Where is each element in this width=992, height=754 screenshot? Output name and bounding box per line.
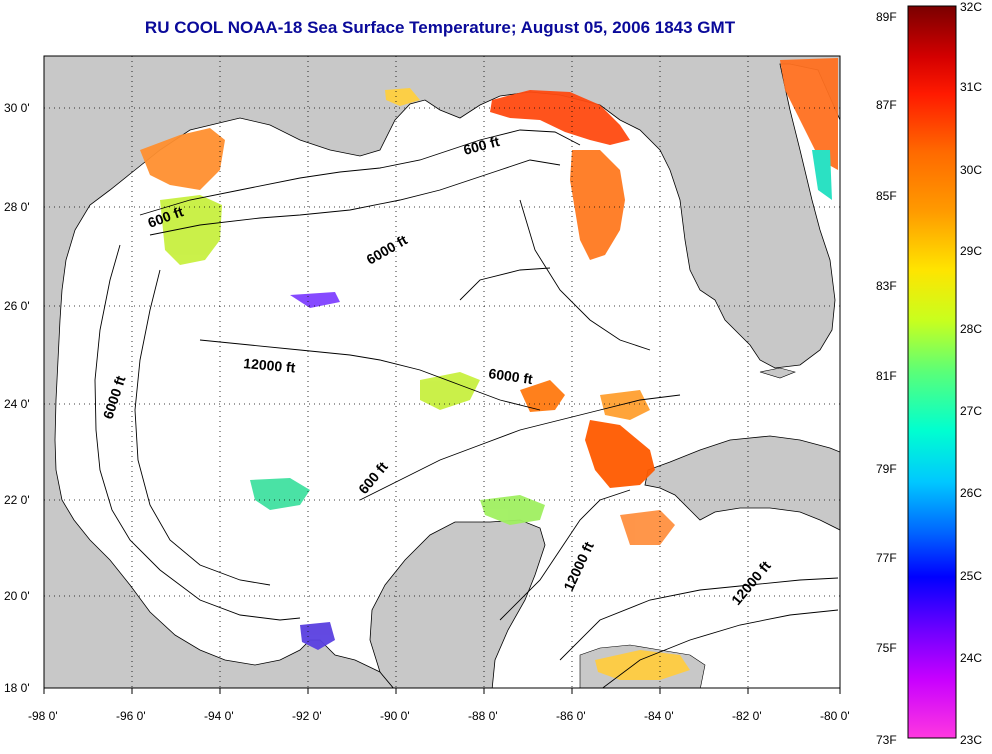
colorbar-c-labels: 32C 31C 30C 29C 28C 27C 26C 25C 24C 23C (960, 0, 982, 747)
axis-ticks (43, 688, 841, 694)
longitude-labels: -98 0' -96 0' -94 0' -92 0' -90 0' -88 0… (28, 709, 850, 723)
lat-label: 28 0' (4, 200, 30, 214)
lat-label: 30 0' (4, 101, 30, 115)
lon-label: -84 0' (644, 709, 674, 723)
lon-label: -86 0' (556, 709, 586, 723)
lon-label: -94 0' (204, 709, 234, 723)
c-label: 25C (960, 569, 982, 583)
lon-label: -88 0' (468, 709, 498, 723)
contour-label: 12000 ft (243, 355, 297, 376)
c-label: 26C (960, 486, 982, 500)
florida-keys (759, 367, 796, 379)
latitude-labels: 30 0' 28 0' 26 0' 24 0' 22 0' 20 0' 18 0… (4, 101, 30, 695)
c-label: 30C (960, 163, 982, 177)
f-label: 87F (876, 98, 897, 112)
lon-label: -96 0' (116, 709, 146, 723)
lat-label: 18 0' (4, 681, 30, 695)
f-label: 79F (876, 462, 897, 476)
map-frame (43, 55, 841, 689)
c-label: 31C (960, 80, 982, 94)
f-label: 89F (876, 10, 897, 24)
us-coast-land (44, 56, 840, 688)
colorbar-f-labels: 89F 87F 85F 83F 81F 79F 77F 75F 73F (876, 10, 897, 747)
f-label: 83F (876, 279, 897, 293)
lat-label: 22 0' (4, 493, 30, 507)
lon-label: -82 0' (732, 709, 762, 723)
f-label: 75F (876, 641, 897, 655)
c-label: 32C (960, 0, 982, 14)
sst-patches (140, 58, 838, 680)
f-label: 85F (876, 189, 897, 203)
f-label: 81F (876, 369, 897, 383)
c-label: 23C (960, 733, 982, 747)
lat-label: 26 0' (4, 299, 30, 313)
lon-label: -80 0' (820, 709, 850, 723)
contour-label: 6000 ft (488, 365, 534, 387)
f-label: 77F (876, 551, 897, 565)
c-label: 24C (960, 651, 982, 665)
lon-label: -98 0' (28, 709, 58, 723)
c-label: 27C (960, 404, 982, 418)
bathymetry-contours (94, 129, 839, 688)
lat-label: 20 0' (4, 589, 30, 603)
c-label: 28C (960, 322, 982, 336)
f-label: 73F (876, 733, 897, 747)
lat-label: 24 0' (4, 397, 30, 411)
cuba-land (644, 435, 840, 531)
c-label: 29C (960, 244, 982, 258)
map-title: RU COOL NOAA-18 Sea Surface Temperature;… (144, 18, 736, 37)
lon-label: -90 0' (380, 709, 410, 723)
lon-label: -92 0' (292, 709, 322, 723)
graticule (44, 56, 840, 688)
colorbar (907, 5, 957, 739)
